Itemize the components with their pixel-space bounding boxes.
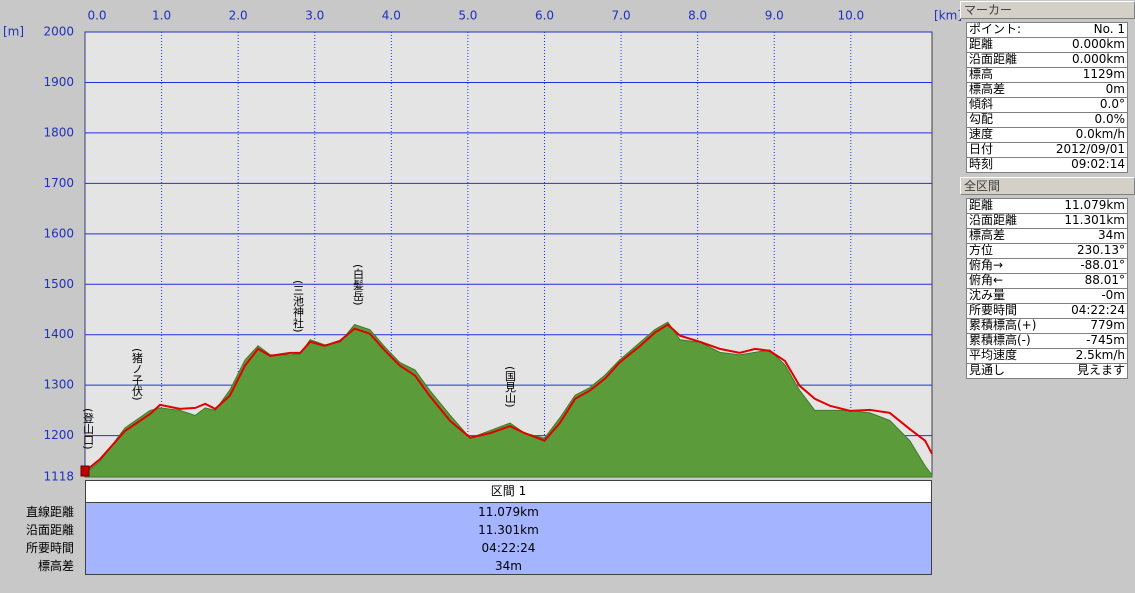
panel-value: No. 1 <box>1093 22 1125 36</box>
panel-value: 0.000km <box>1072 37 1125 51</box>
x-tick-label: 10.0 <box>837 9 864 23</box>
panel-label: 平均速度 <box>969 348 1018 362</box>
panel-value: -88.01° <box>1080 258 1125 272</box>
x-tick-label: 0.0 <box>87 9 106 23</box>
annotation: (国見山) <box>504 366 517 408</box>
panel-value: 2012/09/01 <box>1055 142 1125 156</box>
y-tick-label: 1200 <box>43 428 74 442</box>
y-tick-label: 1118 <box>43 470 74 484</box>
y-tick-label: 1500 <box>43 277 74 291</box>
x-unit: [km] <box>934 9 962 23</box>
panel-value: 11.301km <box>1064 213 1125 227</box>
panel-value: 0.0° <box>1099 97 1125 111</box>
segment-value: 34m <box>85 557 932 575</box>
start-marker <box>80 465 90 477</box>
segment-label: 所要時間 <box>25 541 74 555</box>
panel-header: マーカー <box>960 1 1135 19</box>
panel-label: 俯角← <box>969 273 1004 287</box>
segment-label: 標高差 <box>37 559 74 573</box>
panel-value: 0.000km <box>1072 52 1125 66</box>
x-tick-label: 1.0 <box>152 9 171 23</box>
panel-value: 0.0% <box>1094 112 1126 126</box>
segment-label: 沿面距離 <box>25 523 74 537</box>
panel-label: 見通し <box>969 363 1006 377</box>
y-tick-label: 1700 <box>43 176 74 190</box>
y-unit: [m] <box>3 25 24 39</box>
y-tick-label: 1400 <box>43 327 74 341</box>
x-tick-label: 3.0 <box>305 9 324 23</box>
panel-row <box>966 363 1128 379</box>
annotation: (猪ノ子伏) <box>131 348 144 401</box>
panel-value: -0m <box>1101 288 1125 302</box>
segment-value: 11.301km <box>85 521 932 539</box>
y-tick-label: 1900 <box>43 75 74 89</box>
panel-value: 2.5km/h <box>1075 348 1125 362</box>
panel-value: 04:22:24 <box>1071 303 1125 317</box>
panel-label: 距離 <box>969 37 994 51</box>
panel-label: 沿面距離 <box>969 213 1018 227</box>
x-tick-label: 7.0 <box>612 9 631 23</box>
panel-label: 勾配 <box>969 112 994 126</box>
panel-value: 1129m <box>1082 67 1125 81</box>
panel-value: 88.01° <box>1084 273 1125 287</box>
panel-value: 0m <box>1105 82 1125 96</box>
segment-label: 直線距離 <box>25 505 74 519</box>
panel-value: 11.079km <box>1064 198 1125 212</box>
x-tick-label: 9.0 <box>765 9 784 23</box>
panel-label: 日付 <box>969 142 994 156</box>
panel-row <box>966 157 1128 173</box>
panel-label: 俯角→ <box>969 258 1004 272</box>
panel-label: 所要時間 <box>969 303 1018 317</box>
y-tick-label: 1300 <box>43 378 74 392</box>
panel-value: -745m <box>1086 333 1125 347</box>
panel-label: 傾斜 <box>969 97 994 111</box>
panel-label: 速度 <box>969 127 994 141</box>
segment-value: 11.079km <box>85 503 932 521</box>
panel-label: 累積標高(-) <box>969 333 1031 347</box>
panel-value: 230.13° <box>1077 243 1125 257</box>
y-tick-label: 1800 <box>43 125 74 139</box>
panel-value: 09:02:14 <box>1071 157 1125 171</box>
x-tick-label: 2.0 <box>229 9 248 23</box>
annotation: (三池神社) <box>292 280 305 333</box>
panel-label: 累積標高(+) <box>969 318 1037 332</box>
panel-label: 沿面距離 <box>969 52 1018 66</box>
panel-label: ポイント: <box>969 22 1022 36</box>
panel-label: 距離 <box>969 198 994 212</box>
annotation: (白髪岳) <box>352 264 365 306</box>
x-tick-label: 6.0 <box>535 9 554 23</box>
panel-value: 見えます <box>1076 363 1125 377</box>
panel-label: 時刻 <box>969 157 994 171</box>
y-tick-label: 1600 <box>43 226 74 240</box>
panel-label: 方位 <box>969 243 994 257</box>
y-tick-label: 2000 <box>43 25 74 39</box>
x-tick-label: 4.0 <box>382 9 401 23</box>
x-tick-label: 8.0 <box>688 9 707 23</box>
panel-header: 全区間 <box>960 177 1135 195</box>
panel-value: 779m <box>1090 318 1125 332</box>
annotation: (登山口) <box>82 408 95 450</box>
panel-label: 沈み量 <box>969 288 1006 302</box>
panel-label: 標高差 <box>969 82 1006 96</box>
panel-value: 34m <box>1098 228 1125 242</box>
segment-header: 区間 1 <box>85 480 932 503</box>
panel-label: 標高差 <box>969 228 1006 242</box>
x-tick-label: 5.0 <box>458 9 477 23</box>
track-line <box>84 323 933 473</box>
panel-value: 0.0km/h <box>1075 127 1125 141</box>
panel-label: 標高 <box>969 67 994 81</box>
segment-value: 04:22:24 <box>85 539 932 557</box>
